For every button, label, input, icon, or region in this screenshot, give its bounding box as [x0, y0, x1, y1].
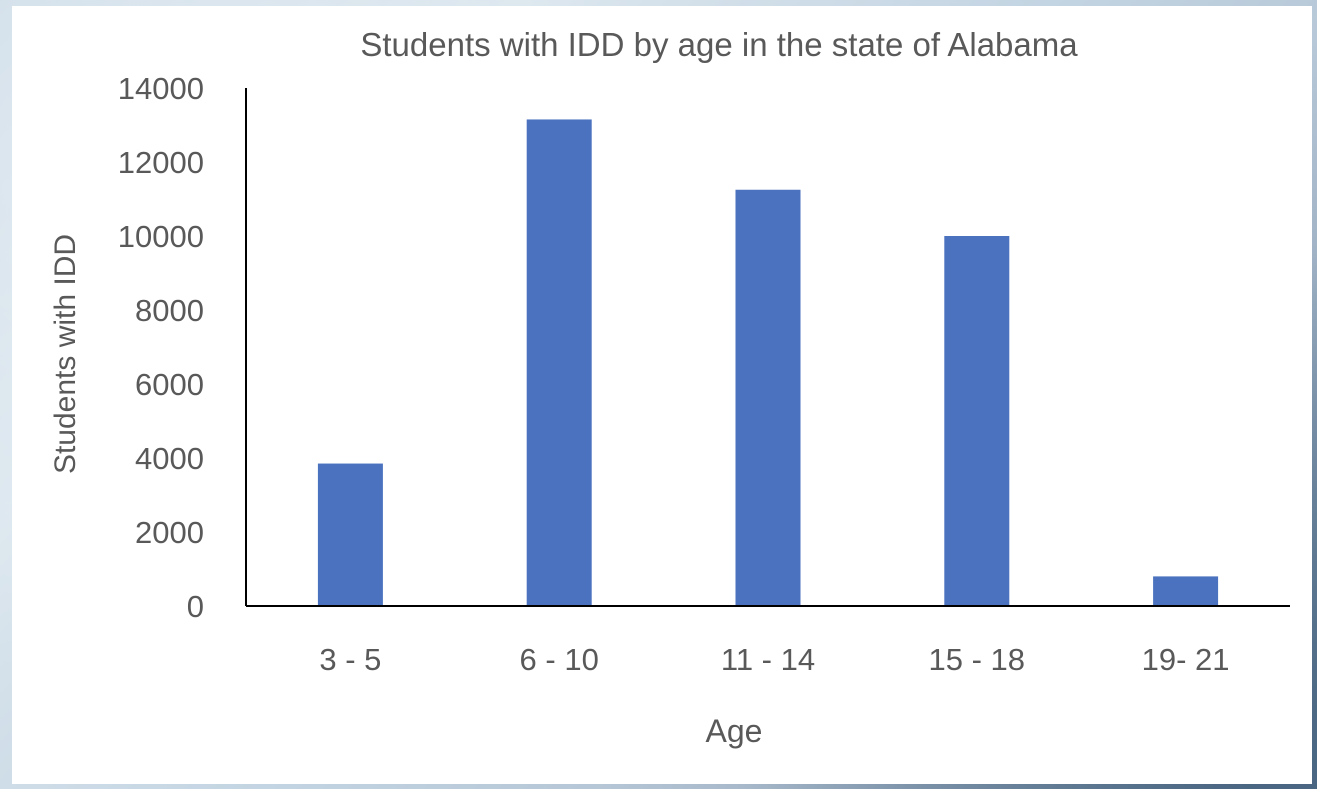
- bar-chart: Students with IDD by age in the state of…: [49, 26, 1290, 749]
- bar: [526, 119, 592, 606]
- x-tick-label: 15 - 18: [929, 642, 1026, 677]
- x-axis-label: Age: [706, 713, 763, 749]
- bars-group: [317, 119, 1219, 606]
- x-tick-label: 19- 21: [1142, 642, 1230, 677]
- y-tick-label: 0: [187, 589, 204, 624]
- chart-title: Students with IDD by age in the state of…: [360, 26, 1078, 63]
- chart-card: Students with IDD by age in the state of…: [12, 6, 1312, 784]
- y-tick-label: 2000: [135, 515, 204, 550]
- bar: [735, 189, 801, 606]
- x-tick-label: 11 - 14: [721, 642, 815, 677]
- x-tick-label: 3 - 5: [319, 642, 381, 677]
- bar: [317, 463, 383, 606]
- y-tick-label: 12000: [118, 145, 204, 180]
- bar: [1153, 576, 1219, 606]
- y-tick-label: 6000: [135, 367, 204, 402]
- bar: [944, 236, 1010, 606]
- y-tick-label: 10000: [118, 219, 204, 254]
- y-tick-label: 14000: [118, 71, 204, 106]
- y-axis-label: Students with IDD: [49, 234, 82, 474]
- y-tick-labels: 0 2000 4000 6000 8000 10000 12000 14000: [118, 71, 204, 624]
- y-tick-label: 8000: [135, 293, 204, 328]
- y-tick-label: 4000: [135, 441, 204, 476]
- x-tick-label: 6 - 10: [520, 642, 599, 677]
- x-tick-labels: 3 - 5 6 - 10 11 - 14 15 - 18 19- 21: [319, 642, 1229, 677]
